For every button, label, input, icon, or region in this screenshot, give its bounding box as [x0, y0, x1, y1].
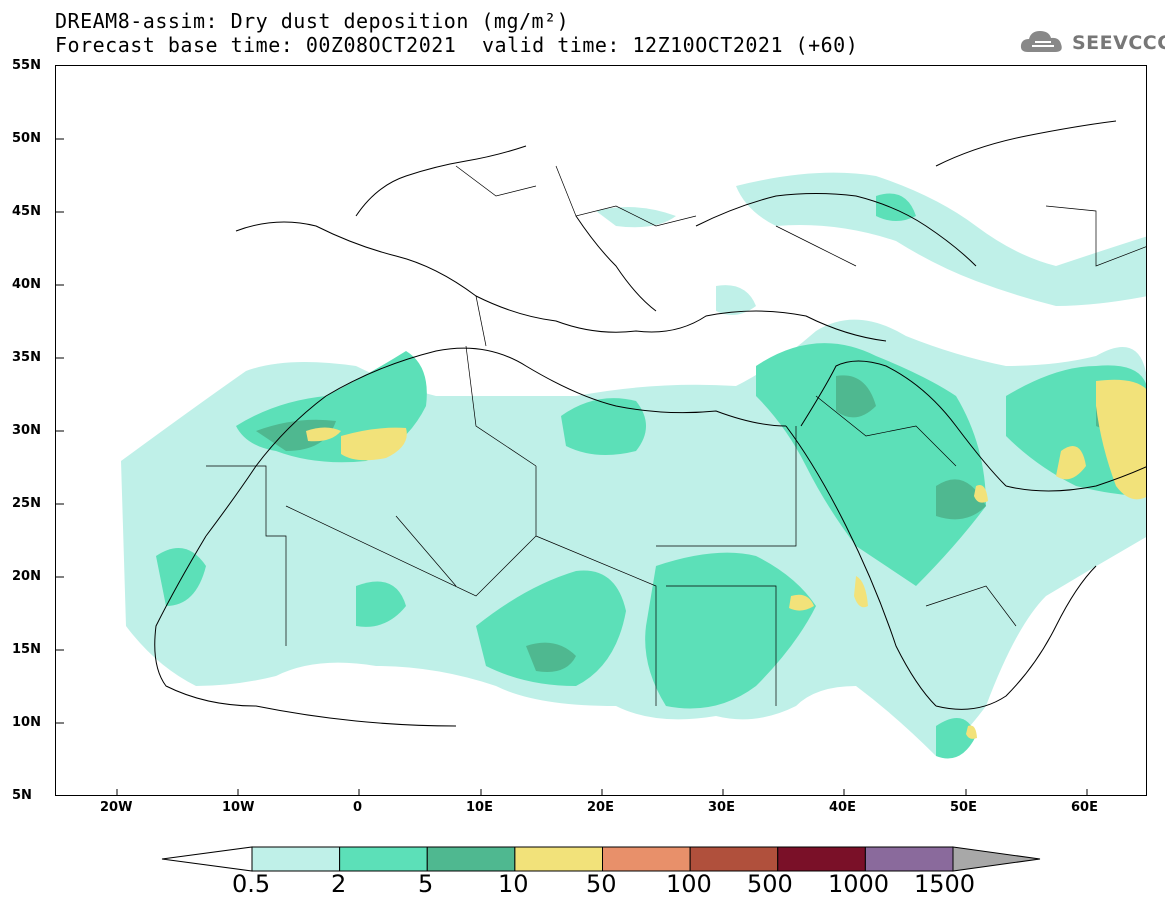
lat-label: 10N: [12, 715, 41, 730]
lon-label: 0: [353, 800, 363, 815]
colorbar: [161, 846, 1041, 872]
cloud-icon: [1018, 26, 1068, 60]
deposition-band-10-50: [306, 379, 1146, 739]
coastlines: [154, 120, 1146, 727]
axis-ticks: [56, 138, 1088, 795]
colorbar-bin: [689, 846, 779, 872]
lon-label: 50E: [950, 800, 977, 815]
colorbar-bin: [426, 846, 516, 872]
colorbar-label: 1500: [914, 870, 976, 898]
lat-label: 50N: [12, 131, 41, 146]
seevccc-logo: SEEVCCC: [1018, 26, 1165, 60]
country-borders: [206, 165, 1146, 706]
map-area: [55, 65, 1147, 796]
colorbar-bin: [864, 846, 954, 872]
lat-label: 20N: [12, 569, 41, 584]
dust-deposition-map: [56, 120, 1146, 795]
lon-label: 10W: [222, 800, 255, 815]
colorbar-label: 10: [498, 870, 529, 898]
logo-text: SEEVCCC: [1072, 32, 1165, 54]
colorbar-bin: [777, 846, 866, 872]
lon-label: 60E: [1071, 800, 1098, 815]
colorbar-bin: [339, 846, 428, 872]
colorbar-bin: [251, 846, 341, 872]
lon-label: 10E: [466, 800, 493, 815]
colorbar-label: 100: [666, 870, 712, 898]
colorbar-bin: [514, 846, 603, 872]
lat-label: 30N: [12, 423, 41, 438]
lon-label: 20E: [587, 800, 614, 815]
lat-label: 25N: [12, 496, 41, 511]
colorbar-bins: [251, 846, 954, 872]
lon-label: 20W: [100, 800, 133, 815]
lat-label: 5N: [12, 788, 32, 803]
colorbar-label: 0.5: [232, 870, 271, 898]
colorbar-label: 5: [418, 870, 434, 898]
forecast-base-time: Forecast base time: 00Z08OCT2021: [55, 33, 457, 57]
colorbar-label: 2: [331, 870, 347, 898]
colorbar-label: 1000: [828, 870, 890, 898]
lat-label: 45N: [12, 204, 41, 219]
valid-time: valid time: 12Z10OCT2021 (+60): [482, 33, 859, 57]
colorbar-over-arrow: [952, 846, 1041, 872]
map-title: DREAM8-assim: Dry dust deposition (mg/m²…: [55, 9, 570, 33]
lat-label: 35N: [12, 350, 41, 365]
lon-label: 30E: [708, 800, 735, 815]
colorbar-under-arrow: [161, 846, 253, 872]
lat-label: 55N: [12, 58, 41, 73]
deposition-band-0.5-2: [121, 172, 1146, 756]
colorbar-label: 500: [747, 870, 793, 898]
colorbar-label: 50: [586, 870, 617, 898]
lon-label: 40E: [829, 800, 856, 815]
lat-label: 40N: [12, 277, 41, 292]
colorbar-bin: [602, 846, 691, 872]
lat-label: 15N: [12, 642, 41, 657]
